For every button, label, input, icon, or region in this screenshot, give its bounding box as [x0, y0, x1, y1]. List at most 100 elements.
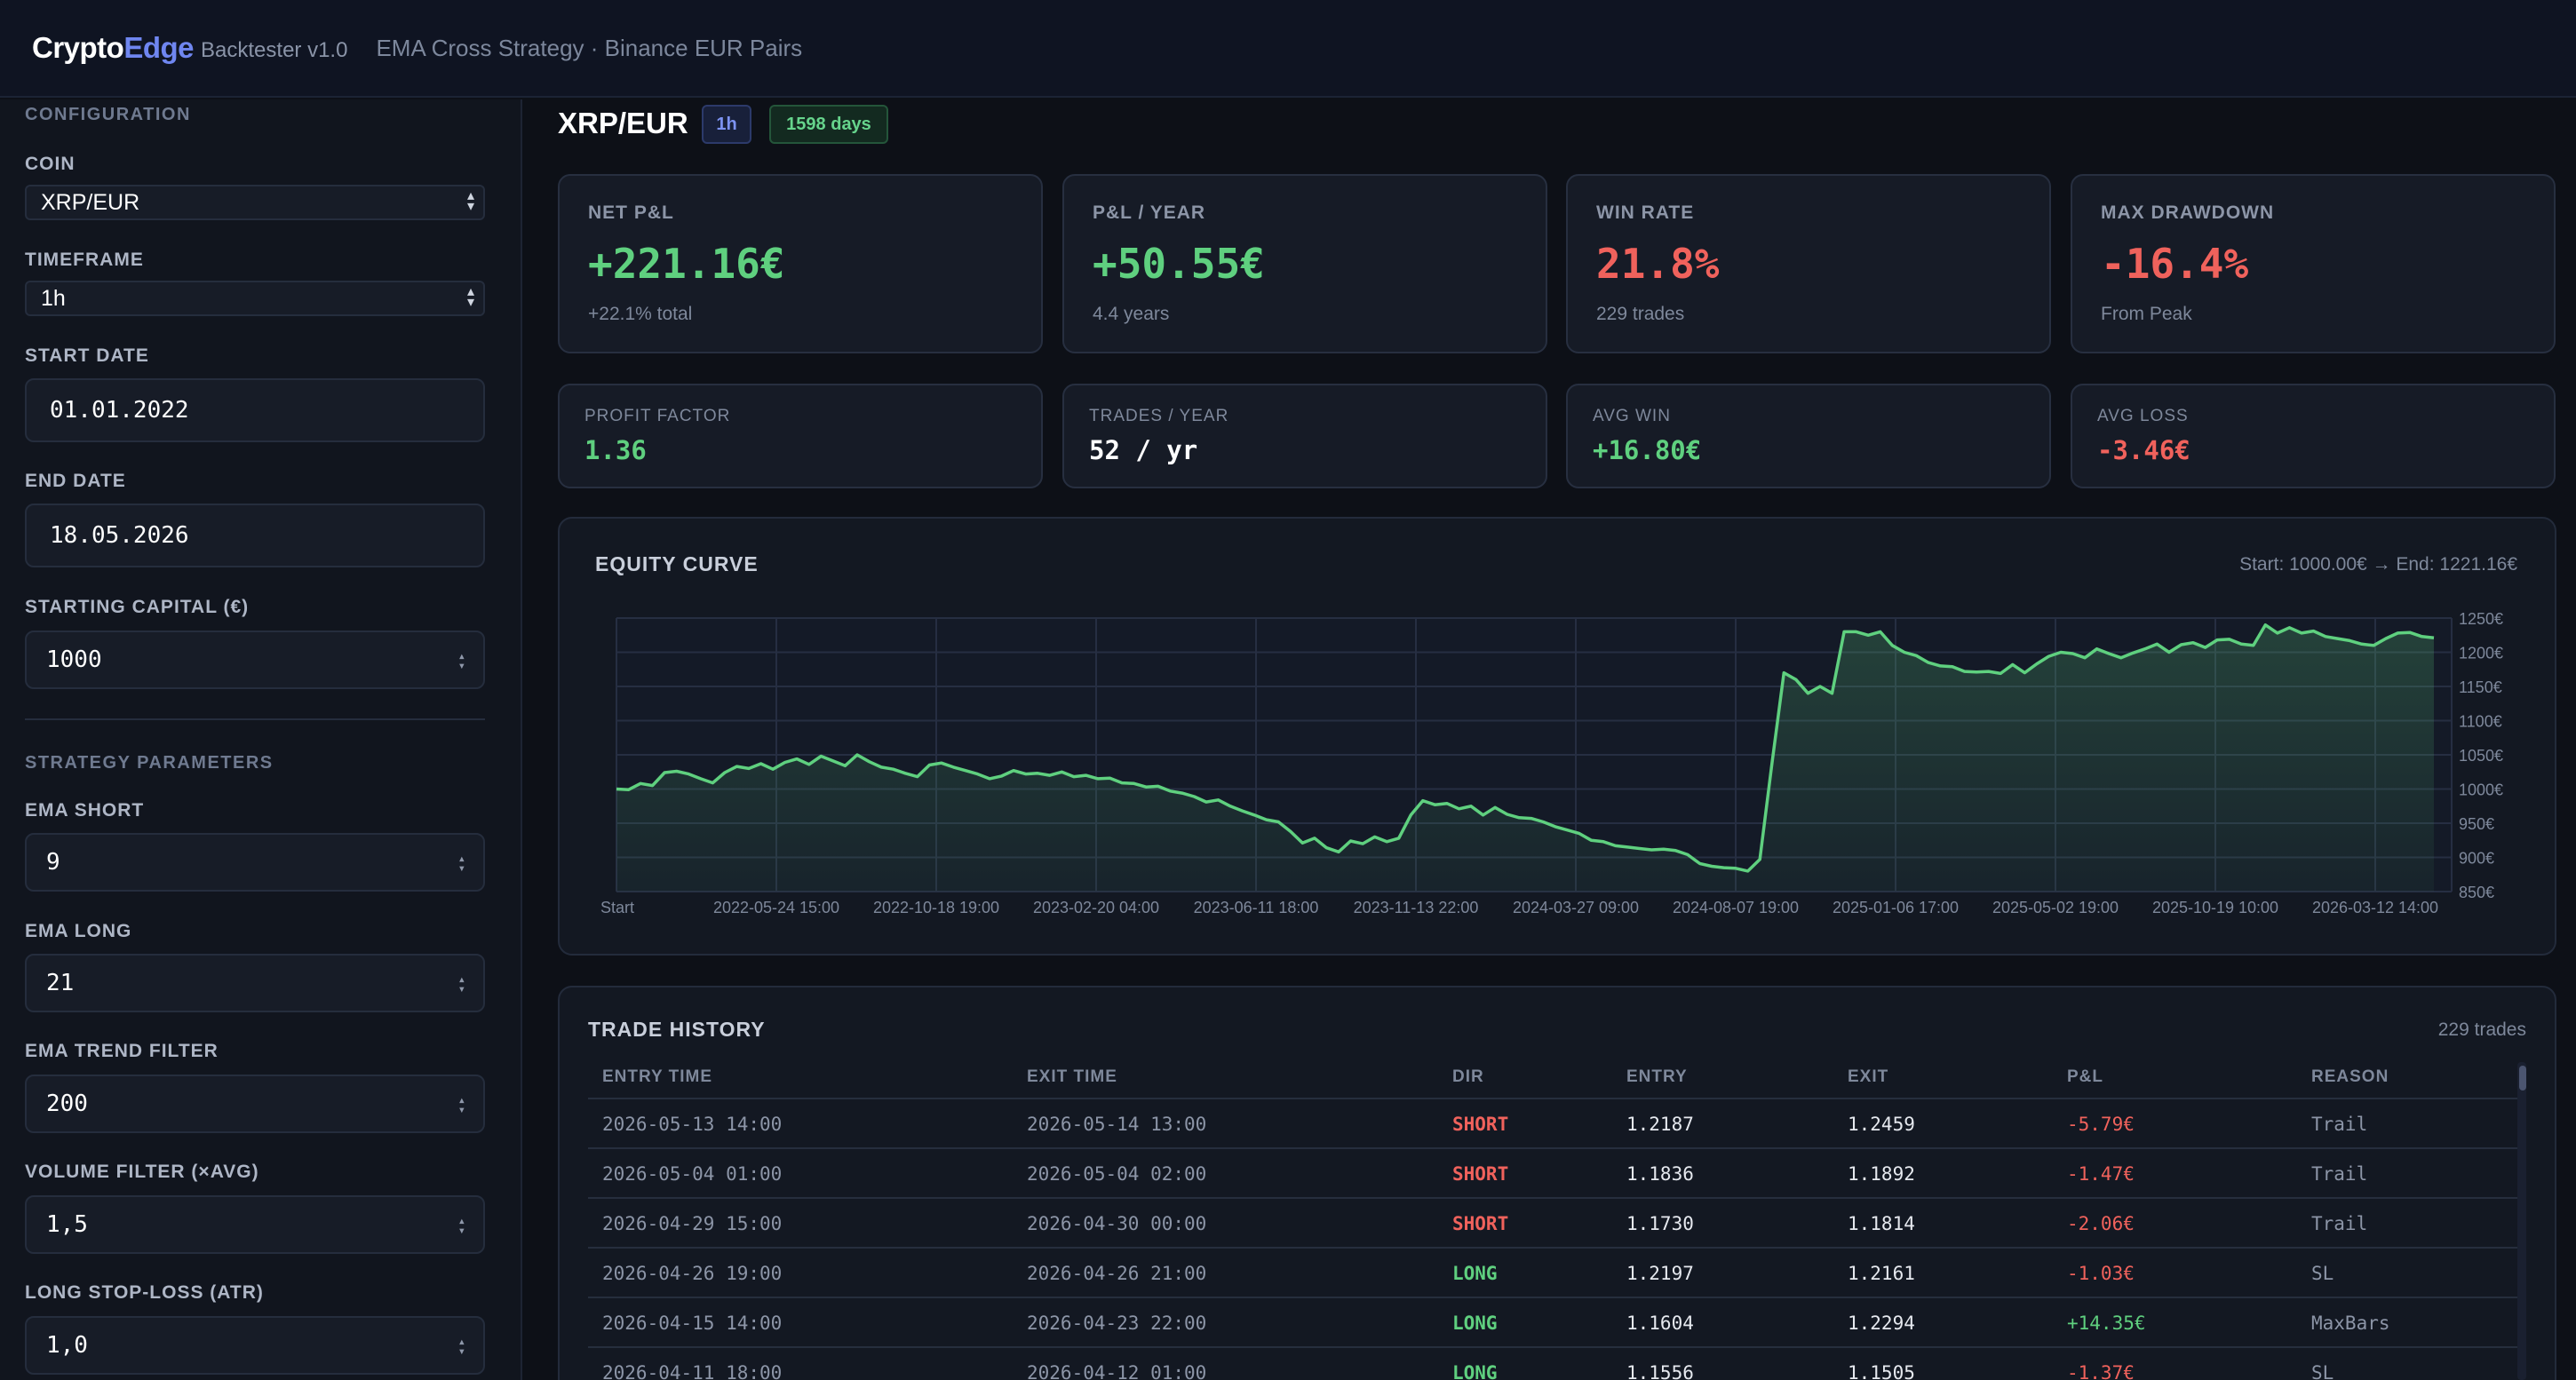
pnl-cell: -2.06€	[2067, 1213, 2135, 1234]
y-tick-label: 1200€	[2459, 645, 2503, 662]
pnl-cell: -1.03€	[2067, 1263, 2135, 1284]
direction-cell: LONG	[1452, 1362, 1498, 1380]
table-scrollbar-thumb[interactable]	[2519, 1066, 2526, 1091]
stat-label: P&L / YEAR	[1093, 202, 1206, 223]
number-spinner-icon[interactable]: ▴ ▾	[457, 1214, 465, 1238]
exit-time-cell: 2026-04-30 00:00	[1027, 1213, 1207, 1234]
stat-card-profit-factor: PROFIT FACTOR 1.36	[558, 384, 1043, 488]
start-date-value: 01.01.2022	[50, 397, 189, 424]
ema-long-label: EMA LONG	[25, 921, 132, 941]
number-spinner-icon[interactable]: ▴ ▾	[457, 972, 465, 996]
col-header-exit[interactable]: EXIT	[1848, 1067, 1889, 1086]
start-date-input[interactable]: 01.01.2022	[25, 378, 485, 442]
long-stop-loss-label: LONG STOP-LOSS (ATR)	[25, 1282, 264, 1303]
exit-price-cell: 1.1814	[1848, 1213, 1915, 1234]
col-header-entry-time[interactable]: ENTRY TIME	[602, 1067, 713, 1086]
table-row[interactable]: 2026-04-26 19:00 2026-04-26 21:00 LONG 1.21…	[588, 1249, 2517, 1298]
direction-cell: SHORT	[1452, 1114, 1509, 1135]
select-chevron-icon: ▴ ▾	[466, 284, 474, 310]
number-spinner-icon[interactable]: ▴ ▾	[457, 649, 465, 673]
stat-value: 21.8%	[1596, 240, 1720, 288]
ema-long-value: 21	[46, 970, 75, 996]
ema-trend-filter-input[interactable]: 200 ▴ ▾	[25, 1075, 485, 1133]
exit-time-cell: 2026-04-12 01:00	[1027, 1362, 1207, 1380]
x-tick-label: 2024-08-07 19:00	[1673, 899, 1799, 916]
col-header-pnl[interactable]: P&L	[2067, 1067, 2103, 1086]
x-tick-label: 2025-05-02 19:00	[1992, 899, 2119, 916]
entry-price-cell: 1.1730	[1626, 1213, 1694, 1234]
pair-title: XRP/EUR	[558, 107, 688, 139]
strategy-parameters-title: STRATEGY PARAMETERS	[25, 753, 274, 773]
direction-cell: LONG	[1452, 1313, 1498, 1334]
days-badge: 1598 days	[769, 105, 888, 144]
col-header-reason[interactable]: REASON	[2311, 1067, 2389, 1086]
x-tick-label: 2026-03-12 14:00	[2312, 899, 2438, 916]
ema-short-value: 9	[46, 849, 60, 876]
y-tick-label: 1250€	[2459, 610, 2503, 628]
stat-card-trades-per-year: TRADES / YEAR 52 / yr	[1062, 384, 1547, 488]
table-row[interactable]: 2026-04-15 14:00 2026-04-23 22:00 LONG 1.16…	[588, 1298, 2517, 1348]
volume-filter-input[interactable]: 1,5 ▴ ▾	[25, 1195, 485, 1254]
configuration-title: CONFIGURATION	[25, 105, 191, 124]
y-tick-label: 900€	[2459, 850, 2494, 868]
stat-card-pnl-per-year: P&L / YEAR +50.55€ 4.4 years	[1062, 174, 1547, 353]
starting-capital-input[interactable]: 1000 ▴ ▾	[25, 631, 485, 689]
table-row[interactable]: 2026-05-13 14:00 2026-05-14 13:00 SHORT 1.2…	[588, 1099, 2517, 1149]
brand-name: Crypto	[32, 31, 124, 64]
end-date-value: 18.05.2026	[50, 522, 189, 549]
entry-time-cell: 2026-04-26 19:00	[602, 1263, 783, 1284]
coin-select[interactable]: XRP/EUR ▴ ▾	[25, 185, 485, 220]
y-tick-label: 850€	[2459, 884, 2494, 901]
exit-price-cell: 1.2161	[1848, 1263, 1915, 1284]
equity-curve-chart: 1250€ 1200€ 1150€ 1100€ 1050€ 1000€ 950€ 900€ 85…	[600, 610, 2503, 916]
exit-time-cell: 2026-04-23 22:00	[1027, 1313, 1207, 1334]
stat-label: AVG LOSS	[2097, 407, 2189, 425]
number-spinner-icon[interactable]: ▴ ▾	[457, 852, 465, 876]
long-stop-loss-input[interactable]: 1,0 ▴ ▾	[25, 1316, 485, 1375]
stat-label: WIN RATE	[1596, 202, 1695, 223]
entry-time-cell: 2026-05-13 14:00	[602, 1114, 783, 1135]
x-tick-label: 2024-03-27 09:00	[1513, 899, 1639, 916]
entry-price-cell: 1.2187	[1626, 1114, 1694, 1135]
exit-time-cell: 2026-05-04 02:00	[1027, 1163, 1207, 1185]
app-header: Crypto Edge Backtester v1.0 EMA Cross Str…	[0, 0, 2576, 98]
entry-price-cell: 1.1604	[1626, 1313, 1694, 1334]
col-header-entry[interactable]: ENTRY	[1626, 1067, 1688, 1086]
volume-filter-label: VOLUME FILTER (×AVG)	[25, 1162, 259, 1182]
stat-subtext: +22.1% total	[588, 304, 693, 324]
strategy-subtitle: EMA Cross Strategy · Binance EUR Pairs	[376, 34, 803, 61]
entry-price-cell: 1.1836	[1626, 1163, 1694, 1185]
reason-cell: Trail	[2311, 1213, 2368, 1234]
y-tick-label: 950€	[2459, 815, 2494, 833]
table-row[interactable]: 2026-05-04 01:00 2026-05-04 02:00 SHORT 1.1…	[588, 1149, 2517, 1199]
col-header-dir[interactable]: DIR	[1452, 1067, 1484, 1086]
stat-value: +221.16€	[588, 240, 785, 288]
equity-range-text: Start: 1000.00€ → End: 1221.16€	[2239, 554, 2517, 575]
app-version: Backtester v1.0	[201, 38, 348, 62]
ema-trend-filter-value: 200	[46, 1091, 88, 1117]
brand-name-accent: Edge	[123, 31, 195, 64]
col-header-exit-time[interactable]: EXIT TIME	[1027, 1067, 1117, 1086]
end-date-input[interactable]: 18.05.2026	[25, 504, 485, 567]
number-spinner-icon[interactable]: ▴ ▾	[457, 1093, 465, 1117]
stat-value: 1.36	[584, 435, 647, 465]
table-scrollbar[interactable]	[2517, 1062, 2526, 1380]
table-header-divider	[588, 1098, 2517, 1099]
x-tick-label: 2025-10-19 10:00	[2152, 899, 2278, 916]
timeframe-select[interactable]: 1h ▴ ▾	[25, 281, 485, 316]
direction-cell: SHORT	[1452, 1213, 1509, 1234]
x-tick-label: Start	[600, 899, 634, 916]
direction-cell: LONG	[1452, 1263, 1498, 1284]
stat-card-win-rate: WIN RATE 21.8% 229 trades	[1566, 174, 2051, 353]
table-row[interactable]: 2026-04-29 15:00 2026-04-30 00:00 SHORT 1.1…	[588, 1199, 2517, 1249]
table-row[interactable]: 2026-04-11 18:00 2026-04-12 01:00 LONG 1.15…	[588, 1348, 2517, 1380]
ema-long-input[interactable]: 21 ▴ ▾	[25, 954, 485, 1012]
stat-card-net-pnl: NET P&L +221.16€ +22.1% total	[558, 174, 1043, 353]
number-spinner-icon[interactable]: ▴ ▾	[457, 1335, 465, 1359]
ema-short-input[interactable]: 9 ▴ ▾	[25, 833, 485, 892]
equity-area	[616, 624, 2434, 892]
select-chevron-icon: ▴ ▾	[466, 188, 474, 214]
reason-cell: Trail	[2311, 1114, 2368, 1135]
end-date-label: END DATE	[25, 471, 126, 491]
sidebar-divider	[25, 718, 485, 720]
